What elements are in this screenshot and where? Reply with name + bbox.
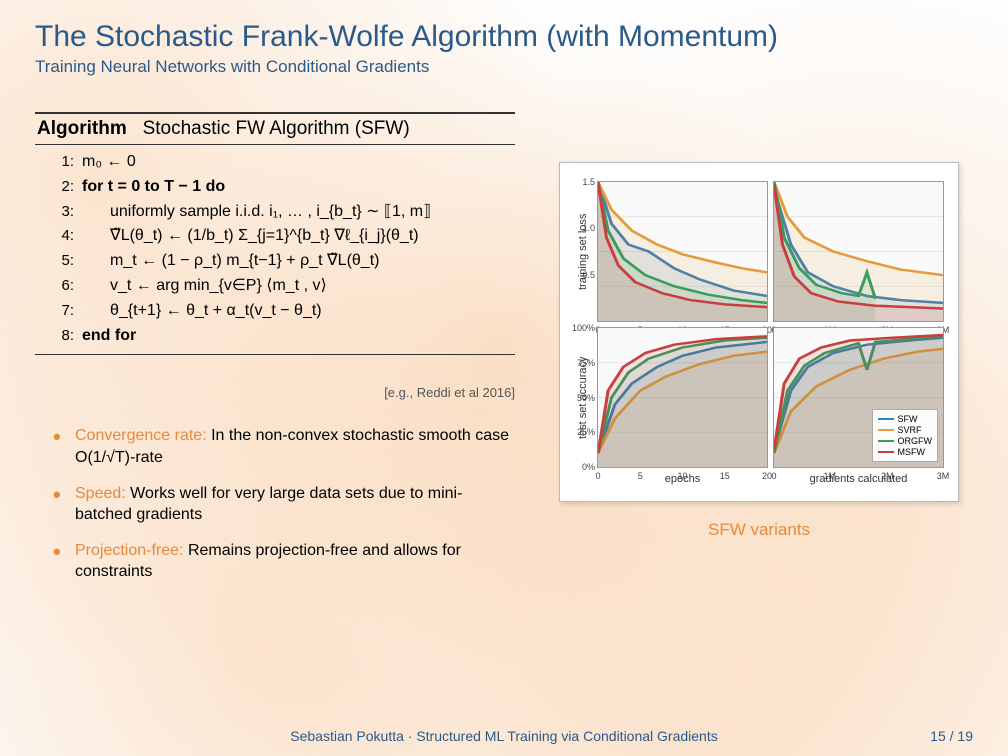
citation: [e.g., Reddi et al 2016]	[35, 385, 515, 400]
bullet-list: Convergence rate: In the non-convex stoc…	[35, 425, 515, 583]
algorithm-box: Algorithm Stochastic FW Algorithm (SFW) …	[35, 112, 515, 355]
algorithm-name: Stochastic FW Algorithm (SFW)	[143, 118, 410, 139]
algorithm-body: 1:m₀ ← 02:for t = 0 to T − 1 do3:uniform…	[35, 145, 515, 354]
figure-caption: SFW variants	[708, 520, 810, 540]
slide-subtitle: Training Neural Networks with Conditiona…	[35, 57, 973, 77]
slide-title: The Stochastic Frank-Wolfe Algorithm (wi…	[35, 20, 973, 54]
algorithm-header: Algorithm Stochastic FW Algorithm (SFW)	[35, 114, 515, 145]
chart-panel: training set loss0.51.01.50510152001M2M3…	[559, 162, 959, 502]
algorithm-label: Algorithm	[37, 118, 127, 139]
